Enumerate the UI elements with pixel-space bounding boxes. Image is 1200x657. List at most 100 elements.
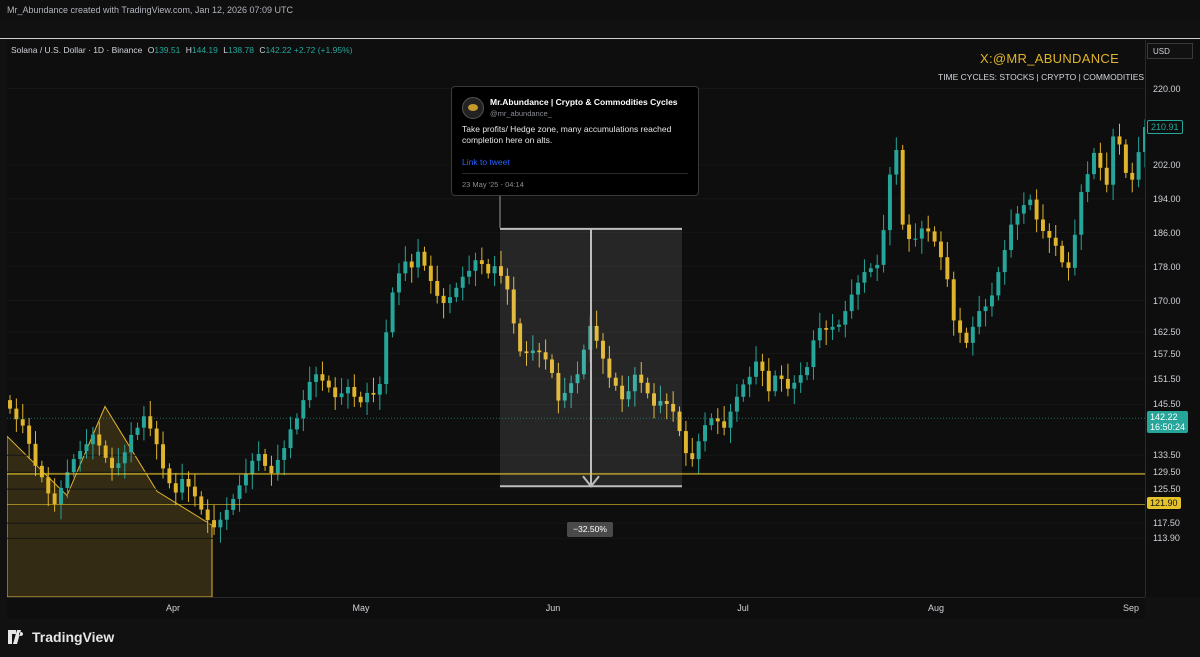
candle-body [84,444,89,452]
candle-body [728,411,733,428]
candle-body [671,403,676,412]
candle-body [167,468,172,484]
candle-body [71,459,76,473]
tweet-card: Mr.Abundance | Crypto & Commodities Cycl… [451,86,699,196]
candle-body [581,349,586,375]
candle-body [779,375,784,379]
candle-body [703,425,708,442]
candle-body [913,238,918,240]
candle-body [135,427,140,435]
candle-body [1041,219,1045,231]
candle-body [785,378,790,389]
candle-body [575,374,580,384]
candle-body [27,425,32,444]
candle-body [683,431,688,454]
tradingview-logo-icon [8,630,24,644]
candle-body [422,251,427,266]
currency-button[interactable]: USD [1147,43,1193,59]
candle-body [345,386,350,394]
candle-body [384,332,389,385]
high-value: 144.19 [191,45,218,55]
candle-body [454,287,459,298]
candle-body [39,465,44,478]
candle-body [887,174,892,231]
candle-body [868,268,873,273]
candle-body [371,392,376,395]
price-tick-label: 129.50 [1153,467,1181,478]
candle-body [237,485,242,499]
candle-body [173,483,178,493]
candle-body [78,451,83,460]
candle-body [856,282,861,295]
candle-body [652,393,656,406]
candle-body [435,280,440,296]
candle-body [20,419,25,426]
candle-body [958,320,963,333]
candle-body [141,416,146,428]
low-value: 138.78 [227,45,254,55]
candle-body [8,400,12,409]
time-axis[interactable] [7,597,1145,620]
candle-body [314,374,319,382]
candle-body [734,396,739,412]
candle-body [830,326,835,330]
open-label: O [147,45,155,55]
tweet-link[interactable]: Link to tweet [462,157,510,167]
candle-body [307,381,312,401]
candle-body [766,370,771,392]
candle-body [1066,262,1071,268]
candle-body [658,400,663,406]
candle-body [97,434,102,446]
symbol-name[interactable]: Solana / U.S. Dollar · 1D · Binance [11,45,143,55]
candle-body [199,496,204,510]
candle-body [1028,199,1033,206]
candle-body [907,224,912,240]
price-tick-label: 186.00 [1153,227,1181,238]
candle-body [59,487,63,505]
price-tick-label: 133.50 [1153,450,1181,461]
candle-body [1079,191,1084,235]
candle-body [805,367,810,376]
candle-body [1123,144,1128,173]
change-value: +2.72 (+1.95%) [293,45,353,55]
candle-body [1098,152,1103,168]
candle-body [919,228,924,239]
candle-body [224,509,229,520]
candle-body [715,418,720,422]
candle-body [148,416,153,429]
candle-body [881,230,886,265]
candle-body [263,453,268,466]
price-tick-label: 170.00 [1153,295,1181,306]
price-tag: 142.22 16:50:24 [1147,411,1189,434]
candle-body [447,297,452,304]
price-tag: 210.91 [1147,120,1183,135]
high-label: H [185,45,192,55]
price-tick-label: 178.00 [1153,261,1181,272]
caption-bar: Mr_Abundance created with TradingView.co… [0,0,1200,20]
candle-body [409,261,414,268]
time-tick-label: Jul [737,603,749,613]
candle-body [110,457,114,468]
candle-body [620,385,625,400]
price-tick-label: 194.00 [1153,193,1181,204]
candle-body [1002,250,1007,273]
candle-body [926,228,931,232]
candle-body [14,408,19,420]
candle-body [741,384,746,397]
candle-body [1085,174,1090,192]
candle-body [396,273,401,293]
candle-body [677,411,682,432]
candle-body [186,479,191,487]
candle-body [1111,136,1116,185]
candle-body [129,434,134,453]
candle-body [556,373,561,401]
candle-body [256,453,261,461]
candle-body [639,374,644,383]
candle-body [180,479,185,493]
candle-body [594,325,599,341]
candle-body [900,149,905,225]
candle-body [1034,199,1039,220]
time-tick-label: Aug [927,603,945,613]
candle-body [792,382,797,389]
candle-body [294,418,299,430]
